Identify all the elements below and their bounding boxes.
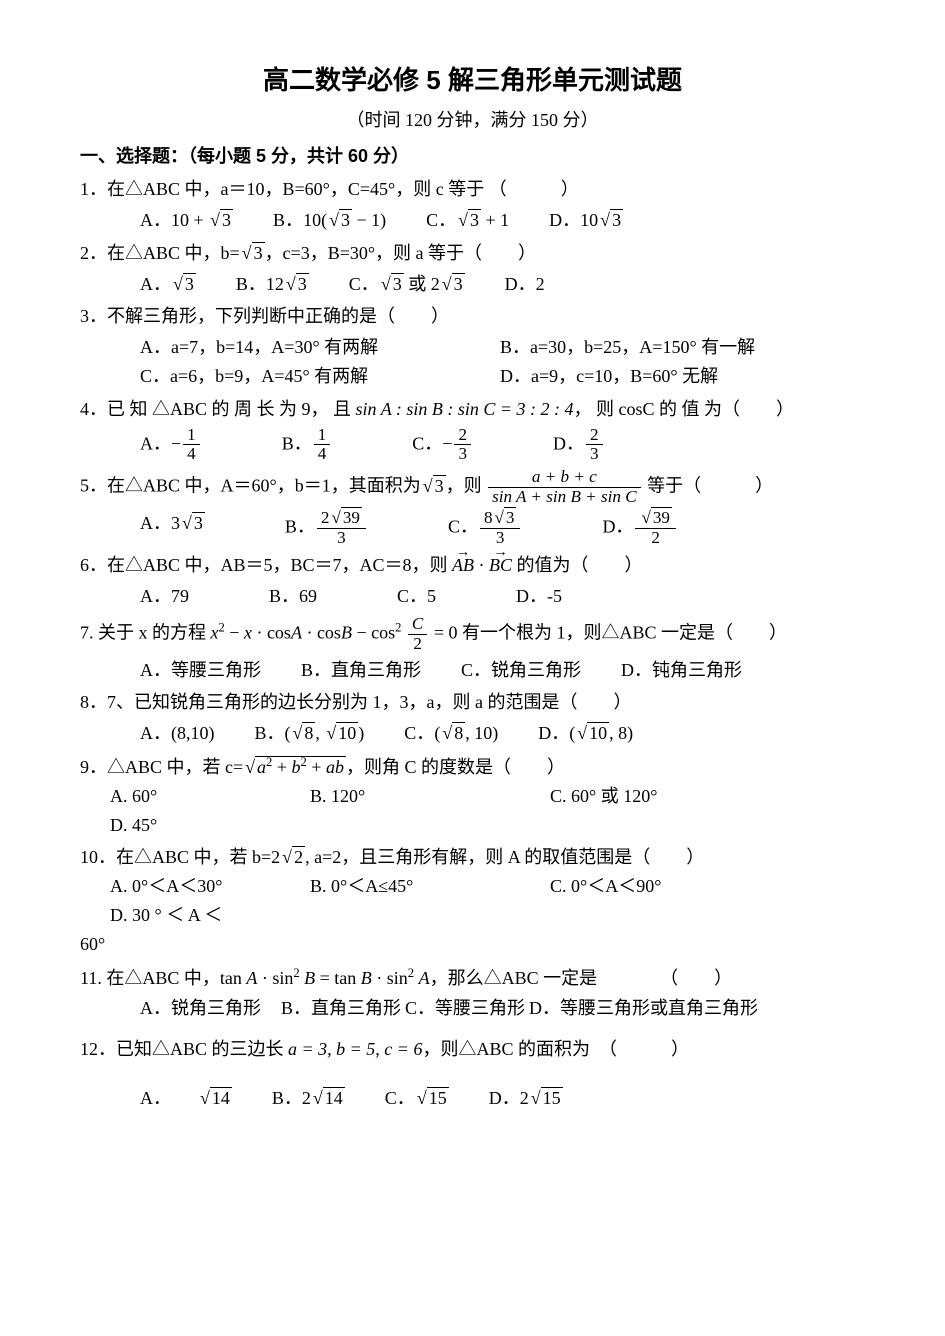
q7-D: D．钝角三角形	[621, 656, 742, 685]
q3-options: A．a=7，b=14，A=30° 有两解 B．a=30，b=25，A=150° …	[80, 333, 865, 391]
q10-stem-post: , a=2，且三角形有解，则 A 的取值范围是（ ）	[305, 847, 704, 867]
q11-C: C．等腰三角形	[405, 994, 525, 1023]
q12-stem-pre: 12．已知△ABC 的三边长	[80, 1039, 288, 1059]
q5-A: A．33	[140, 509, 205, 548]
q1-C: C．3 + 1	[426, 206, 509, 235]
question-12: 12．已知△ABC 的三边长 a = 3, b = 5, c = 6，则△ABC…	[80, 1035, 865, 1064]
q6-C: C．5	[397, 582, 436, 611]
question-2: 2．在△ABC 中，b=3，c=3，B=30°，则 a 等于（ ）	[80, 239, 865, 268]
q10-B: B. 0°＜A≤45°	[310, 872, 510, 901]
q10-stem-pre: 10．在△ABC 中，若 b=2	[80, 847, 280, 867]
q3-C: C．a=6，b=9，A=45° 有两解	[140, 362, 460, 391]
q10-D: D. 30 ° ＜ A ＜	[110, 901, 222, 930]
q6-D: D．-5	[516, 582, 562, 611]
question-8: 8．7、已知锐角三角形的边长分别为 1，3，a，则 a 的范围是（ ）	[80, 688, 865, 717]
question-1: 1．在△ABC 中，a＝10，B=60°，C=45°，则 c 等于 （ ）	[80, 175, 865, 204]
page-title: 高二数学必修 5 解三角形单元测试题	[80, 60, 865, 102]
q9-stem-pre: 9．△ABC 中，若 c=	[80, 757, 243, 777]
q4-stem-post: ， 则 cosC 的 值 为（ ）	[574, 399, 795, 419]
q7-options: A．等腰三角形 B．直角三角形 C．锐角三角形 D．钝角三角形	[80, 656, 865, 685]
q12-B: B．214	[272, 1084, 345, 1113]
question-7: 7. 关于 x 的方程 x2 − x · cosA · cosB − cos2 …	[80, 615, 865, 654]
q9-A: A. 60°	[110, 782, 270, 811]
q6-options: A．79 B．69 C．5 D．-5	[80, 582, 865, 611]
q11-stem-post: ，那么△ABC 一定是 （ ）	[430, 968, 733, 988]
q4-B: B．14	[282, 426, 333, 465]
q9-options: A. 60° B. 120° C. 60° 或 120° D. 45°	[80, 782, 865, 840]
q5-stem-pre: 5．在△ABC 中，A＝60°，b＝1，其面积为	[80, 476, 421, 496]
section-1-header: 一、选择题：（每小题 5 分，共计 60 分）	[80, 142, 865, 171]
q6-B: B．69	[269, 582, 317, 611]
q4-options: A．−14 B．14 C．−23 D．23	[80, 426, 865, 465]
q7-stem-post: 有一个根为 1，则△ABC 一定是（ ）	[457, 622, 787, 642]
q10-A: A. 0°＜A＜30°	[110, 872, 270, 901]
q1-D: D．103	[549, 206, 623, 235]
q12-stem-post: ，则△ABC 的面积为 （ ）	[422, 1039, 689, 1059]
q4-A: A．−14	[140, 426, 202, 465]
question-11: 11. 在△ABC 中，tan A · sin2 B = tan B · sin…	[80, 963, 865, 993]
q4-stem-pre: 4．已 知 △ABC 的 周 长 为 9， 且	[80, 399, 356, 419]
q9-C: C. 60° 或 120°	[550, 782, 790, 811]
q11-D: D．等腰三角形或直角三角形	[529, 994, 758, 1023]
q5-stem-mid: ，则	[446, 476, 487, 496]
q6-A: A．79	[140, 582, 189, 611]
q3-B: B．a=30，b=25，A=150° 有一解	[500, 333, 755, 362]
q3-D: D．a=9，c=10，B=60° 无解	[500, 362, 718, 391]
q9-D: D. 45°	[110, 811, 157, 840]
q10-options: A. 0°＜A＜30° B. 0°＜A≤45° C. 0°＜A＜90° D. 3…	[80, 872, 865, 930]
q1-B: B．10(3 − 1)	[273, 206, 386, 235]
q6-stem-post: 的值为（ ）	[512, 555, 643, 575]
q2-D: D．2	[505, 270, 545, 299]
q6-stem-pre: 6．在△ABC 中，AB＝5，BC＝7，AC＝8，则	[80, 555, 452, 575]
q5-frac-num: a + b + c	[488, 468, 641, 488]
q4-D: D．23	[553, 426, 605, 465]
q3-A: A．a=7，b=14，A=30° 有两解	[140, 333, 460, 362]
question-10: 10．在△ABC 中，若 b=22, a=2，且三角形有解，则 A 的取值范围是…	[80, 843, 865, 872]
q5-frac-den: sin A + sin B + sin C	[488, 488, 641, 507]
q4-expr: sin A : sin B : sin C = 3 : 2 : 4	[356, 399, 574, 419]
question-4: 4．已 知 △ABC 的 周 长 为 9， 且 sin A : sin B : …	[80, 395, 865, 424]
q7-A: A．等腰三角形	[140, 656, 261, 685]
q7-stem-pre: 7. 关于 x 的方程	[80, 622, 211, 642]
q2-C: C．3 或 23	[349, 270, 465, 299]
q5-D: D．392	[602, 509, 677, 548]
q1-options: A．10 + 3 B．10(3 − 1) C．3 + 1 D．103	[80, 206, 865, 235]
q12-D: D．215	[489, 1084, 563, 1113]
q8-A: A．(8,10)	[140, 719, 215, 748]
q2-B: B．123	[236, 270, 309, 299]
q12-C: C．15	[385, 1084, 449, 1113]
question-5: 5．在△ABC 中，A＝60°，b＝1，其面积为3，则 a + b + csin…	[80, 468, 865, 507]
q11-B: B．直角三角形	[281, 994, 401, 1023]
q7-C: C．锐角三角形	[461, 656, 581, 685]
q2-stem-post: ，c=3，B=30°，则 a 等于（ ）	[265, 243, 536, 263]
q10-cont: 60°	[80, 930, 865, 959]
q12-expr: a = 3, b = 5, c = 6	[288, 1039, 422, 1059]
q11-stem-pre: 11. 在△ABC 中，	[80, 968, 220, 988]
q8-D: D．(10, 8)	[538, 719, 633, 748]
q12-A: A． 14	[140, 1084, 232, 1113]
q4-C: C．−23	[412, 426, 473, 465]
page-subtitle: （时间 120 分钟，满分 150 分）	[80, 106, 865, 135]
question-6: 6．在△ABC 中，AB＝5，BC＝7，AC＝8，则 AB · BC 的值为（ …	[80, 551, 865, 580]
q8-options: A．(8,10) B．(8, 10) C．(8, 10) D．(10, 8)	[80, 719, 865, 748]
question-9: 9．△ABC 中，若 c=a2 + b2 + ab，则角 C 的度数是（ ）	[80, 752, 865, 782]
question-3: 3．不解三角形，下列判断中正确的是（ ）	[80, 302, 865, 331]
q2-A: A．3	[140, 270, 196, 299]
q10-C: C. 0°＜A＜90°	[550, 872, 730, 901]
q8-C: C．(8, 10)	[404, 719, 498, 748]
q9-stem-post: ，则角 C 的度数是（ ）	[346, 757, 565, 777]
q5-stem-post: 等于（ ）	[643, 476, 774, 496]
q1-A: A．10 + 3	[140, 206, 233, 235]
q12-options: A． 14 B．214 C．15 D．215	[80, 1084, 865, 1113]
q11-A: A．锐角三角形	[140, 994, 261, 1023]
q2-stem-pre: 2．在△ABC 中，b=	[80, 243, 240, 263]
q5-B: B．2393	[285, 509, 368, 548]
q11-options: A．锐角三角形 B．直角三角形 C．等腰三角形 D．等腰三角形或直角三角形	[80, 994, 865, 1023]
q8-B: B．(8, 10)	[255, 719, 365, 748]
q1-stem: 1．在△ABC 中，a＝10，B=60°，C=45°，则 c 等于 （ ）	[80, 179, 579, 199]
q7-B: B．直角三角形	[301, 656, 421, 685]
q2-options: A．3 B．123 C．3 或 23 D．2	[80, 270, 865, 299]
q9-B: B. 120°	[310, 782, 510, 811]
